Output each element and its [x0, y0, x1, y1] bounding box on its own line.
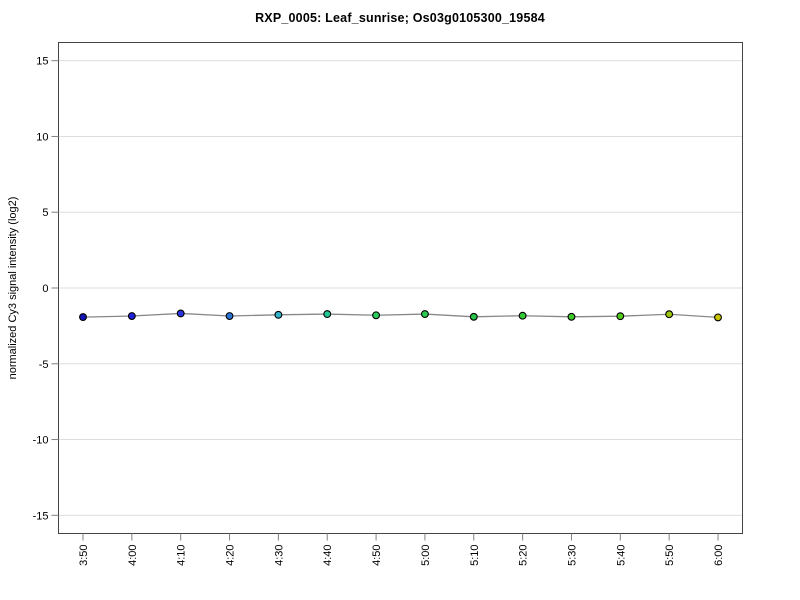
data-point — [420, 310, 429, 319]
x-tick-label: 5:30 — [566, 545, 578, 566]
y-tick-label: 0 — [42, 283, 48, 295]
x-tick-label: 4:00 — [127, 545, 139, 566]
data-point — [127, 312, 136, 320]
x-tick-label: 5:00 — [420, 545, 432, 566]
data-point — [79, 313, 87, 322]
y-tick-label: 10 — [36, 131, 48, 143]
data-point — [176, 309, 185, 318]
data-point — [665, 310, 674, 319]
x-tick-label: 5:50 — [664, 545, 676, 566]
x-tick-label: 3:50 — [78, 545, 90, 566]
x-tick-label: 5:40 — [615, 545, 627, 566]
x-tick-label: 6:00 — [713, 545, 725, 566]
chart-title: RXP_0005: Leaf_sunrise; Os03g0105300_195… — [255, 11, 545, 25]
data-point — [518, 311, 527, 320]
x-tick-label: 5:20 — [518, 545, 530, 566]
x-tick-label: 4:40 — [322, 545, 334, 566]
data-point — [323, 310, 332, 319]
data-point — [567, 312, 576, 321]
y-tick-label: 15 — [36, 56, 48, 68]
x-tick-label: 4:10 — [176, 545, 188, 566]
series-line — [82, 312, 719, 319]
y-tick-label: -15 — [33, 510, 49, 522]
data-point — [616, 312, 625, 321]
y-tick-label: -10 — [33, 435, 49, 447]
x-tick-label: 4:50 — [371, 545, 383, 566]
x-tick-label: 5:10 — [469, 545, 481, 566]
y-tick-label: 5 — [42, 207, 48, 219]
x-tick-label: 4:20 — [225, 545, 237, 566]
data-point — [469, 312, 478, 321]
y-tick-label: -5 — [39, 359, 49, 371]
data-point — [274, 310, 283, 319]
data-point — [372, 311, 381, 320]
data-point — [225, 312, 234, 320]
x-tick-label: 4:30 — [273, 545, 285, 566]
data-point — [714, 313, 722, 322]
